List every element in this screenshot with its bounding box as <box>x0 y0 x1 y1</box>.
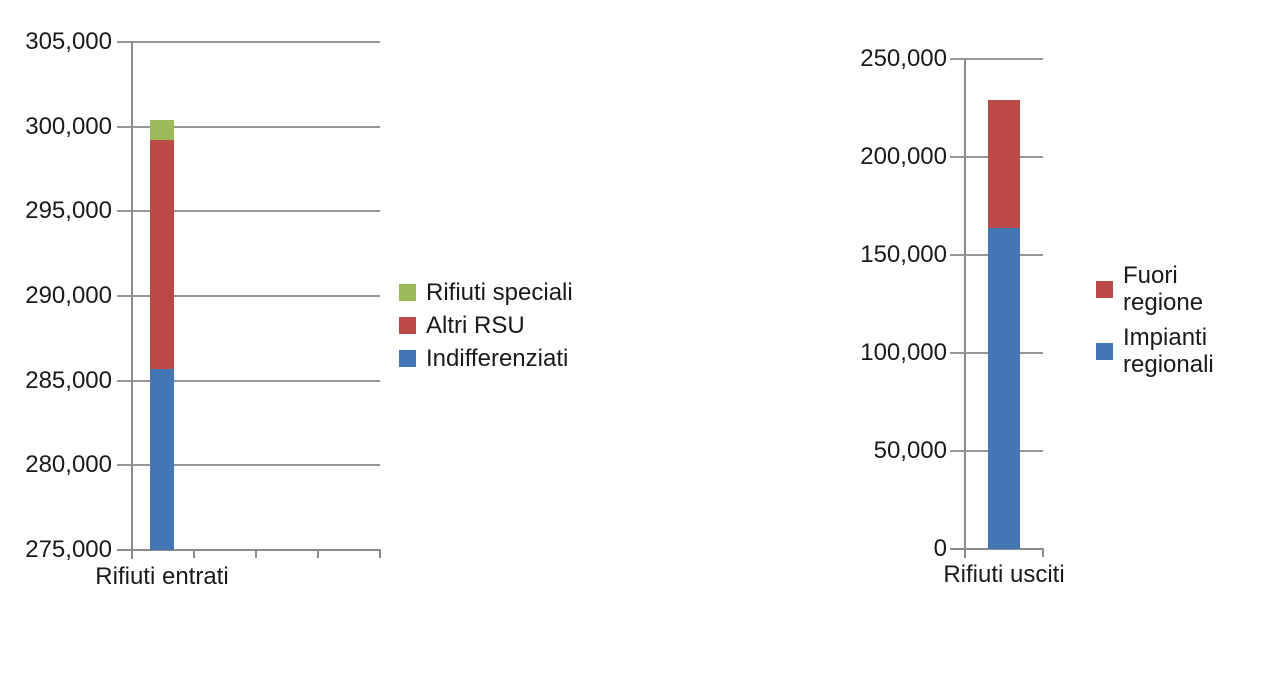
x-axis-tick <box>964 548 966 557</box>
gridline <box>117 41 380 43</box>
gridline <box>117 380 380 382</box>
bar-segment-rifiuti-speciali <box>150 119 174 141</box>
bar-segment-fuori-regione <box>988 100 1020 228</box>
y-axis-tick-label: 285,000 <box>25 367 112 394</box>
legend-label: Altri RSU <box>426 312 525 339</box>
y-axis-tick-label: 290,000 <box>25 282 112 309</box>
legend-item: Indifferenziati <box>399 342 573 375</box>
y-axis-tick-label: 200,000 <box>860 143 947 170</box>
y-axis-tick-label: 280,000 <box>25 451 112 478</box>
x-axis <box>117 549 380 551</box>
x-axis-tick <box>255 549 257 558</box>
legend-label: Rifiuti speciali <box>426 279 573 306</box>
legend-item: Altri RSU <box>399 309 573 342</box>
y-axis-tick-label: 305,000 <box>25 28 112 55</box>
legend-label: Fuori regione <box>1123 262 1204 316</box>
legend-swatch <box>399 284 416 301</box>
y-axis <box>131 41 133 559</box>
legend-swatch <box>1096 280 1113 298</box>
y-axis-tick-label: 0 <box>933 535 947 562</box>
bar-segment-impianti-regionali <box>988 227 1020 549</box>
legend-swatch <box>399 350 416 367</box>
bar-segment-altri-rsu <box>150 140 174 369</box>
category-label: Rifiuti usciti <box>943 561 1065 588</box>
x-axis <box>950 548 1043 550</box>
y-axis-tick-label: 50,000 <box>873 437 947 464</box>
bar-segment-indifferenziati <box>150 368 174 550</box>
gridline <box>117 295 380 297</box>
x-axis-tick <box>379 549 381 558</box>
y-axis-tick-label: 300,000 <box>25 113 112 140</box>
legend-label: Indifferenziati <box>426 345 569 372</box>
x-axis-tick <box>1042 548 1044 557</box>
y-axis-tick-label: 275,000 <box>25 536 112 563</box>
gridline <box>950 58 1043 60</box>
x-axis-tick <box>317 549 319 558</box>
y-axis-tick-label: 100,000 <box>860 339 947 366</box>
x-axis-tick <box>193 549 195 558</box>
y-axis <box>964 58 966 558</box>
legend-item: Impianti regionali <box>1096 324 1243 378</box>
y-axis-tick-label: 150,000 <box>860 241 947 268</box>
y-axis-tick-label: 295,000 <box>25 197 112 224</box>
category-label: Rifiuti entrati <box>95 563 229 590</box>
legend-item: Rifiuti speciali <box>399 276 573 309</box>
gridline <box>117 210 380 212</box>
legend: Fuori regione Impianti regionali <box>1096 262 1243 386</box>
gridline <box>117 464 380 466</box>
legend-swatch <box>399 317 416 334</box>
gridline <box>117 126 380 128</box>
y-axis-tick-label: 250,000 <box>860 45 947 72</box>
legend-swatch <box>1096 342 1113 360</box>
x-axis-tick <box>131 549 133 558</box>
legend-item: Fuori regione <box>1096 262 1243 316</box>
legend: Rifiuti speciali Altri RSU Indifferenziati <box>399 276 573 375</box>
legend-label: Impianti regionali <box>1123 324 1214 378</box>
